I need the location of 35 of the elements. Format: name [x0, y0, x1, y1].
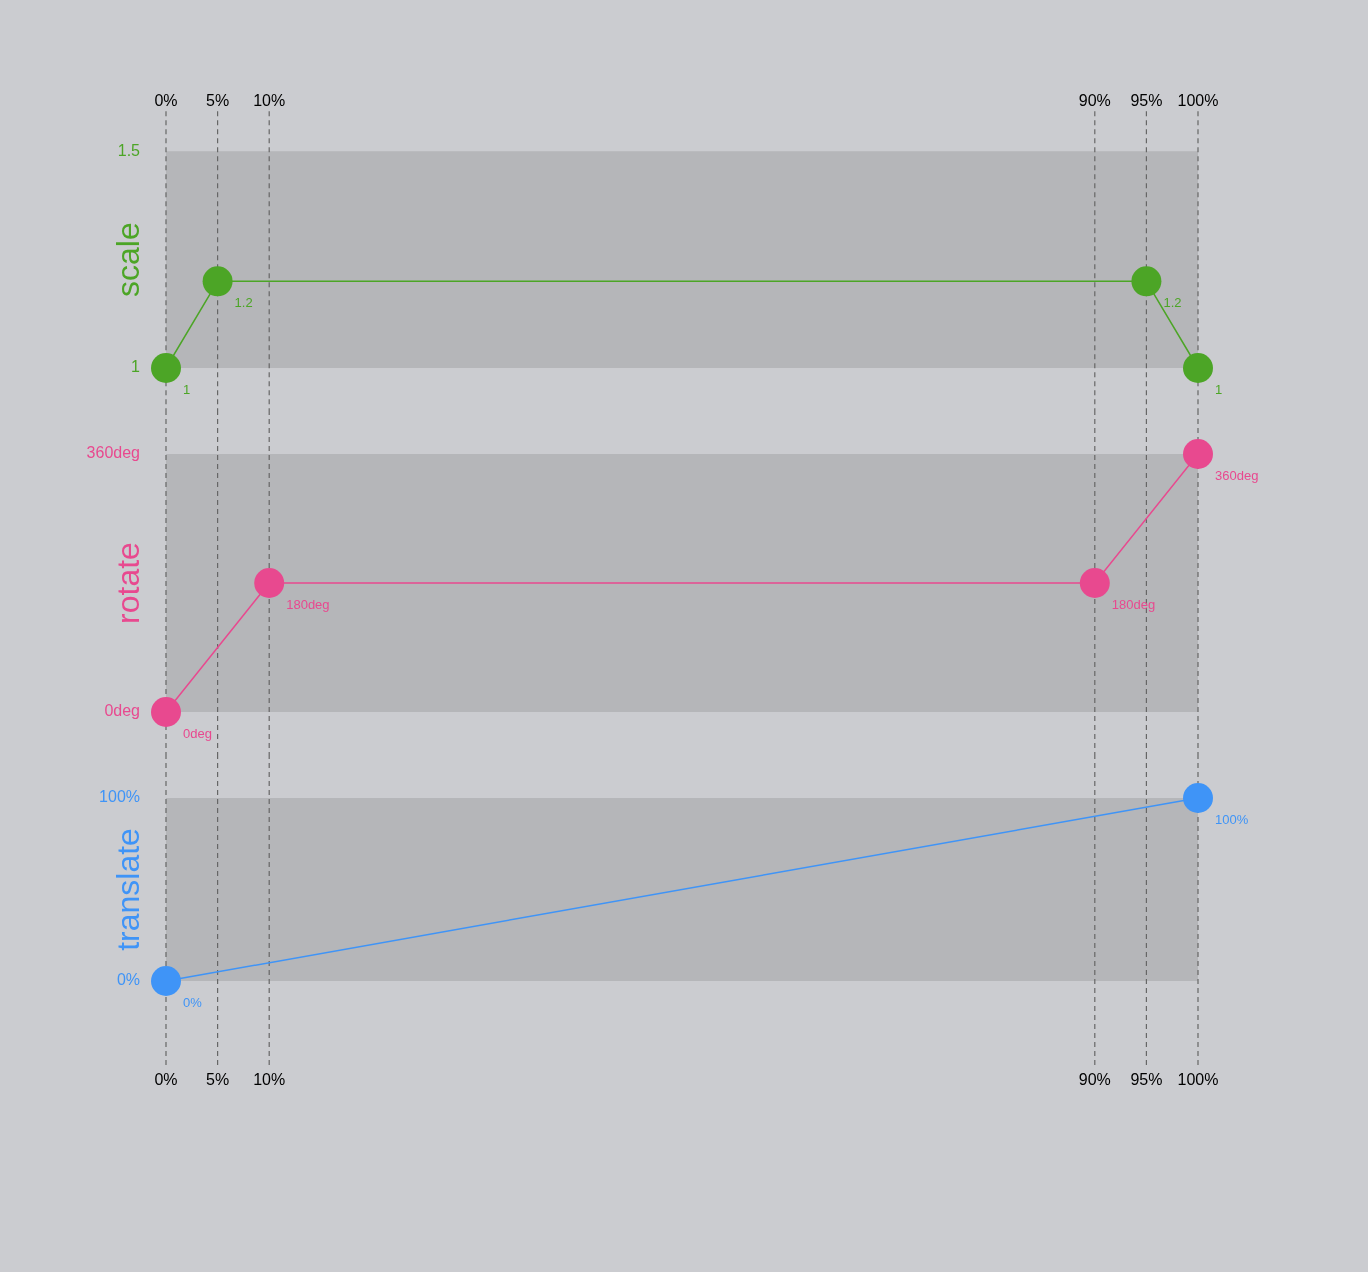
x-tick-label: 10%: [253, 92, 286, 110]
data-label: 1: [1215, 381, 1223, 397]
y-tick-label: 1.5: [117, 141, 141, 159]
x-tick-label: 10%: [253, 1071, 286, 1089]
data-label: 0deg: [183, 725, 212, 741]
point: [1183, 439, 1213, 469]
x-tick-label: 100%: [1177, 92, 1219, 110]
x-tick-label: 0%: [154, 1071, 178, 1089]
data-label: 180deg: [286, 596, 330, 612]
data-label: 100%: [1215, 811, 1249, 827]
y-tick-label: 0deg: [104, 702, 140, 720]
x-tick-label: 95%: [1130, 92, 1163, 110]
x-tick-label: 5%: [206, 92, 230, 110]
y-tick-label: 1: [131, 358, 141, 376]
y-tick-label: 360deg: [86, 444, 140, 462]
data-label: 1.2: [234, 294, 253, 310]
data-label: 0%: [183, 994, 203, 1010]
x-tick-label: 90%: [1078, 1071, 1111, 1089]
data-label: 180deg: [1111, 596, 1156, 612]
y-axis-title: translate: [109, 828, 146, 951]
x-tick-label: 95%: [1130, 1071, 1163, 1089]
point: [254, 568, 285, 598]
x-tick-label: 90%: [1078, 92, 1111, 110]
x-tick-label: 100%: [1177, 1071, 1219, 1089]
point: [151, 697, 181, 727]
x-tick-label: 5%: [206, 1071, 230, 1089]
y-axis-title: scale: [109, 222, 146, 297]
y-tick-label: 0%: [116, 971, 140, 989]
y-axis-title: rotate: [109, 542, 146, 624]
point: [1079, 568, 1110, 598]
data-label: 1.2: [1163, 294, 1182, 310]
data-label: 360deg: [1215, 467, 1259, 483]
y-tick-label: 100%: [99, 788, 140, 806]
x-tick-label: 0%: [154, 92, 178, 110]
data-label: 1: [183, 381, 191, 397]
